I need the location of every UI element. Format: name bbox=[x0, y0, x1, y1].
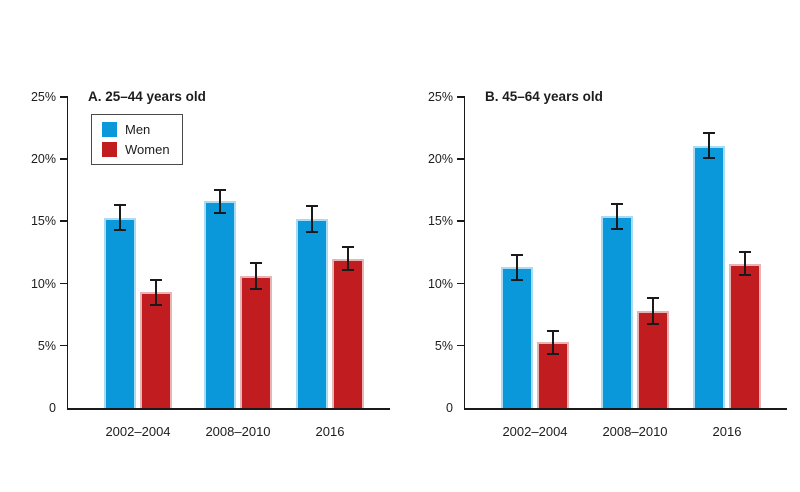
panel-a-error-bar-line bbox=[155, 278, 157, 306]
panel-b-y-tick-label: 15% bbox=[427, 214, 453, 229]
panel-a-bar-women-1 bbox=[140, 292, 172, 408]
panel-b-error-bar-cap-top bbox=[547, 329, 559, 332]
panel-a-y-tick-label: 20% bbox=[30, 152, 56, 167]
panel-b-error-bar-line bbox=[616, 202, 618, 231]
panel-b-error-bar-cap-top bbox=[647, 297, 659, 300]
panel-b-y-axis-line bbox=[463, 97, 465, 410]
panel-b-error-bar-line bbox=[552, 329, 554, 355]
panel-a-error-bar-line bbox=[311, 205, 313, 233]
panel-a-error-bar-cap-top bbox=[150, 278, 162, 281]
panel-b-y-tick-mark bbox=[457, 344, 465, 347]
panel-b-x-axis-line bbox=[463, 408, 787, 410]
panel-b-error-bar-line bbox=[652, 297, 654, 325]
panel-a-y-tick-mark bbox=[60, 158, 68, 160]
panel-b-error-bar-cap-top bbox=[511, 253, 523, 256]
panel-b-x-tick-label: 2008–2010 bbox=[602, 424, 668, 439]
panel-a-error-bar-cap-bottom bbox=[342, 269, 354, 272]
panel-b-y-tick-mark bbox=[457, 158, 465, 160]
panel-a-error-bar-cap-bottom bbox=[150, 303, 162, 306]
panel-b-error-bar-line bbox=[516, 253, 518, 282]
panel-a-bar-men-3 bbox=[296, 218, 328, 408]
panel-a-y-tick-label: 25% bbox=[30, 90, 56, 104]
panel-a-error-bar-cap-top bbox=[306, 205, 318, 208]
panel-a-title: A. 25–44 years old bbox=[88, 89, 206, 104]
panel-a-x-axis-line bbox=[66, 408, 390, 410]
panel-b-bar-women-3 bbox=[729, 263, 761, 408]
panel-a-bar-women-3 bbox=[332, 258, 364, 408]
panel-b-y-tick-mark bbox=[457, 220, 465, 222]
panel-b-error-bar-cap-bottom bbox=[511, 279, 523, 282]
panel-a-y-axis-line bbox=[66, 97, 68, 410]
panel-b-error-bar-line bbox=[744, 251, 746, 277]
panel-a-y-tick-mark bbox=[60, 220, 68, 222]
panel-a-error-bar-line bbox=[219, 189, 221, 214]
legend-label-women: Women bbox=[125, 142, 170, 157]
panel-b-y-tick-label: 20% bbox=[427, 152, 453, 167]
panel-a-bar-women-2 bbox=[240, 276, 272, 408]
panel-a-error-bar-line bbox=[255, 262, 257, 290]
panel-a-error-bar-line bbox=[119, 203, 121, 232]
panel-b-bar-men-2 bbox=[601, 216, 633, 408]
panel-b-error-bar-cap-top bbox=[739, 251, 751, 254]
panel-a-y-tick-label: 15% bbox=[30, 214, 56, 229]
panel-b-y-tick-label: 25% bbox=[427, 90, 453, 104]
panel-b-y-tick-mark bbox=[457, 96, 465, 98]
panel-a-error-bar-cap-top bbox=[214, 189, 226, 192]
panel-a-error-bar-line bbox=[347, 246, 349, 272]
panel-b-y-tick-label: 5% bbox=[434, 338, 453, 353]
panel-b-y-tick-label: 0 bbox=[446, 401, 453, 415]
panel-b-error-bar-cap-bottom bbox=[611, 228, 623, 231]
panel-a-error-bar-cap-top bbox=[342, 246, 354, 249]
panel-a-error-bar-cap-top bbox=[250, 262, 262, 265]
panel-a-error-bar-cap-bottom bbox=[306, 230, 318, 233]
legend-item-women: Women bbox=[102, 142, 170, 157]
panel-b-error-bar-cap-bottom bbox=[547, 352, 559, 355]
panel-a-error-bar-cap-bottom bbox=[250, 287, 262, 290]
panel-a-x-tick-label: 2008–2010 bbox=[205, 424, 271, 439]
panel-a-x-tick-label: 2002–2004 bbox=[105, 424, 171, 439]
panel-a-y-tick-mark bbox=[60, 282, 68, 285]
panel-a-x-tick-label: 2016 bbox=[315, 424, 345, 439]
panel-a-y-tick-label: 0 bbox=[49, 401, 56, 415]
panel-b-y-tick-label: 10% bbox=[427, 276, 453, 291]
panel-a-bar-men-1 bbox=[104, 217, 136, 408]
panel-b-bar-women-2 bbox=[637, 310, 669, 408]
panel-a-y-tick-label: 10% bbox=[30, 276, 56, 291]
panel-b-title: B. 45–64 years old bbox=[485, 89, 603, 104]
panel-b-y-tick-mark bbox=[457, 282, 465, 285]
panel-b-error-bar-cap-bottom bbox=[703, 157, 715, 160]
panel-b-error-bar-cap-bottom bbox=[647, 322, 659, 325]
panel-a-legend: Men Women bbox=[91, 114, 183, 165]
panel-a-bar-men-2 bbox=[204, 201, 236, 408]
legend-swatch-icon-men bbox=[102, 122, 117, 137]
legend-swatch-icon-women bbox=[102, 142, 117, 157]
panel-a-y-tick-mark bbox=[60, 344, 68, 347]
panel-a-y-tick-mark bbox=[60, 96, 68, 98]
panel-b-bar-men-3 bbox=[693, 145, 725, 408]
panel-b-x-tick-label: 2002–2004 bbox=[502, 424, 568, 439]
panel-b-bar-men-1 bbox=[501, 267, 533, 408]
panel-b-error-bar-cap-bottom bbox=[739, 274, 751, 277]
legend-item-men: Men bbox=[102, 122, 170, 137]
panel-a-error-bar-cap-top bbox=[114, 203, 126, 206]
panel-a-error-bar-cap-bottom bbox=[114, 229, 126, 232]
panel-a-y-tick-label: 5% bbox=[37, 338, 56, 353]
panel-b-x-tick-label: 2016 bbox=[712, 424, 742, 439]
panel-b-error-bar-cap-top bbox=[703, 131, 715, 134]
panel-a-error-bar-cap-bottom bbox=[214, 211, 226, 214]
panel-b-error-bar-cap-top bbox=[611, 202, 623, 205]
legend-label-men: Men bbox=[125, 122, 151, 137]
panel-b-error-bar-line bbox=[708, 131, 710, 160]
